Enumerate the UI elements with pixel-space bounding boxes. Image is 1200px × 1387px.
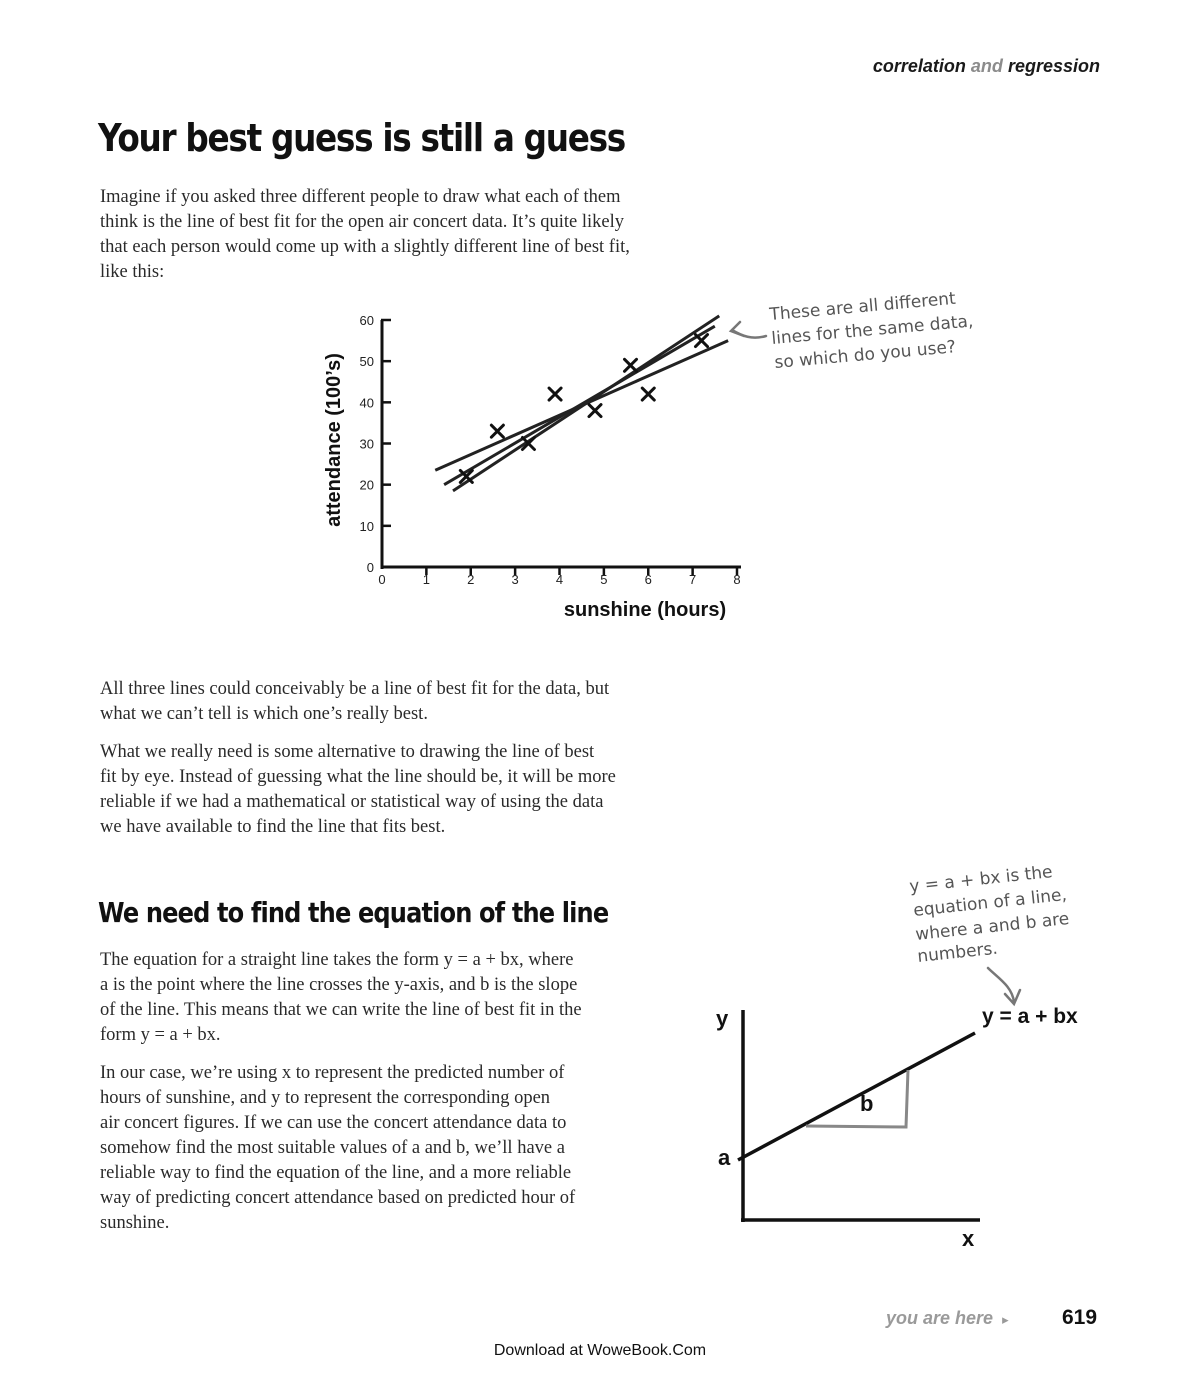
paragraph-three-lines: All three lines could conceivably be a l… bbox=[100, 677, 609, 727]
x-axis-label: sunshine (hours) bbox=[564, 599, 726, 621]
section-heading: We need to find the equation of the line bbox=[98, 896, 609, 929]
y-axis-label: y bbox=[716, 1006, 729, 1031]
paragraph-our-case: In our case, we’re using x to represent … bbox=[100, 1061, 575, 1236]
x-tick-label: 0 bbox=[378, 572, 385, 587]
text-line: somehow find the most suitable values of… bbox=[100, 1138, 565, 1158]
text-line: reliable way to find the equation of the… bbox=[100, 1163, 572, 1183]
text-line: air concert figures. If we can use the c… bbox=[100, 1113, 567, 1133]
y-tick-label: 40 bbox=[360, 395, 374, 410]
x-tick-label: 4 bbox=[556, 572, 563, 587]
running-header: correlation and regression bbox=[873, 56, 1100, 77]
chevron-right-icon: ▸ bbox=[1002, 1312, 1009, 1327]
page-title: Your best guess is still a guess bbox=[98, 116, 626, 160]
header-and: and bbox=[970, 56, 1003, 76]
text-line: of the line. This means that we can writ… bbox=[100, 1000, 582, 1020]
y-tick-label: 30 bbox=[360, 437, 374, 452]
annotation-arrow bbox=[986, 966, 1022, 1007]
data-point bbox=[640, 386, 656, 402]
y-tick-label: 60 bbox=[360, 313, 374, 328]
text-line: reliable if we had a mathematical or sta… bbox=[100, 792, 604, 812]
x-tick-label: 7 bbox=[689, 572, 696, 587]
diagram-annotation: y = a + bx is the equation of a line, wh… bbox=[908, 862, 1070, 1007]
data-point bbox=[458, 468, 474, 484]
x-tick-label: 2 bbox=[467, 572, 474, 587]
chart-annotation: These are all different lines for the sa… bbox=[728, 289, 974, 373]
text-line: that each person would come up with a sl… bbox=[100, 237, 630, 257]
intro-paragraph: Imagine if you asked three different peo… bbox=[100, 185, 630, 285]
y-tick-label: 50 bbox=[360, 354, 374, 369]
text-line: hours of sunshine, and y to represent th… bbox=[100, 1088, 551, 1108]
y-tick-label: 0 bbox=[367, 560, 374, 575]
text-line: form y = a + bx. bbox=[100, 1025, 221, 1045]
text-line: we have available to find the line that … bbox=[100, 817, 446, 837]
header-regression: regression bbox=[1007, 56, 1100, 76]
text-line: think is the line of best fit for the op… bbox=[100, 212, 625, 232]
y-tick-label: 20 bbox=[360, 478, 374, 493]
paragraph-equation: The equation for a straight line takes t… bbox=[100, 948, 582, 1048]
data-point bbox=[587, 403, 603, 419]
x-tick-label: 6 bbox=[645, 572, 652, 587]
data-point bbox=[694, 333, 709, 349]
text-line: The equation for a straight line takes t… bbox=[100, 950, 574, 970]
y-axis-label: attendance (100’s) bbox=[323, 353, 345, 527]
x-tick-label: 5 bbox=[600, 572, 607, 587]
y-tick-label: 10 bbox=[360, 519, 374, 534]
annotation-arrow bbox=[728, 320, 768, 339]
text-line: What we really need is some alternative … bbox=[100, 742, 595, 762]
you-are-here-text: you are here bbox=[886, 1308, 994, 1328]
page-number: 619 bbox=[1062, 1306, 1098, 1329]
intercept-label: a bbox=[718, 1145, 731, 1170]
best-fit-line bbox=[443, 324, 716, 486]
data-point bbox=[489, 423, 505, 439]
equation-diagram: y = a + bx is the equation of a line, wh… bbox=[716, 862, 1078, 1251]
text-line: All three lines could conceivably be a l… bbox=[100, 679, 610, 699]
data-point bbox=[623, 357, 638, 373]
best-fit-line bbox=[452, 314, 721, 493]
x-tick-label: 8 bbox=[733, 572, 740, 587]
text-line: In our case, we’re using x to represent … bbox=[100, 1063, 565, 1083]
x-tick-label: 3 bbox=[512, 572, 519, 587]
paragraph-alternative: What we really need is some alternative … bbox=[100, 740, 616, 840]
text-line: fit by eye. Instead of guessing what the… bbox=[100, 767, 616, 787]
text-line: a is the point where the line crosses th… bbox=[100, 975, 578, 995]
equation-label: y = a + bx bbox=[982, 1005, 1078, 1028]
x-tick-label: 1 bbox=[423, 572, 430, 587]
regression-line bbox=[737, 1031, 976, 1162]
text-line: what we can’t tell is which one’s really… bbox=[100, 704, 428, 724]
data-point bbox=[520, 436, 536, 451]
data-point bbox=[547, 386, 563, 402]
download-credit: Download at WoweBook.Com bbox=[493, 1342, 707, 1359]
you-are-here: you are here ▸ bbox=[886, 1308, 1009, 1329]
text-line: way of predicting concert attendance bas… bbox=[100, 1188, 576, 1208]
header-correlation: correlation bbox=[872, 56, 966, 76]
slope-triangle bbox=[805, 1069, 910, 1129]
text-line: sunshine. bbox=[100, 1213, 170, 1233]
text-line: Imagine if you asked three different peo… bbox=[100, 187, 621, 207]
x-axis-label: x bbox=[962, 1226, 975, 1251]
text-line: like this: bbox=[100, 262, 165, 282]
slope-label: b bbox=[860, 1091, 873, 1116]
